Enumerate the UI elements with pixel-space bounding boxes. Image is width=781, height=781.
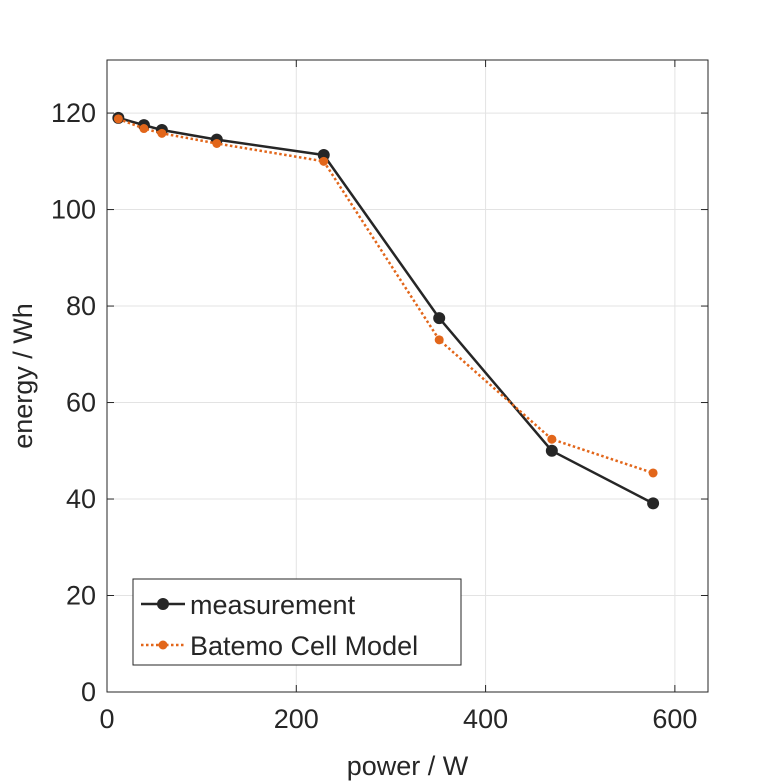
y-tick-label: 80 <box>66 291 96 321</box>
data-point-batemo-cell-model <box>547 434 557 444</box>
y-tick-label: 120 <box>51 98 96 128</box>
legend-label-batemo: Batemo Cell Model <box>190 631 418 661</box>
y-axis-label: energy / Wh <box>8 303 38 449</box>
legend-swatch-marker-measurement <box>157 598 169 610</box>
data-point-batemo-cell-model <box>113 114 123 124</box>
y-tick-label: 40 <box>66 484 96 514</box>
data-point-batemo-cell-model <box>434 335 444 345</box>
series-group <box>112 111 660 510</box>
x-tick-label: 600 <box>652 704 697 734</box>
legend[interactable]: measurement Batemo Cell Model <box>132 578 462 666</box>
x-axis-label: power / W <box>347 751 469 781</box>
data-point-measurement <box>545 444 558 457</box>
legend-swatch-marker-batemo <box>158 640 168 650</box>
x-tick-label: 400 <box>463 704 508 734</box>
x-tick-label: 200 <box>274 704 319 734</box>
data-point-batemo-cell-model <box>648 468 658 478</box>
y-tick-label: 20 <box>66 581 96 611</box>
y-tick-label: 60 <box>66 388 96 418</box>
legend-box <box>132 578 462 666</box>
data-point-batemo-cell-model <box>157 128 167 138</box>
data-point-batemo-cell-model <box>319 156 329 166</box>
y-tick-label: 0 <box>81 677 96 707</box>
axis-ticks: 0 200 400 600 0 20 40 60 80 100 120 <box>51 60 708 734</box>
data-point-measurement <box>433 312 446 325</box>
x-tick-label: 0 <box>99 704 114 734</box>
y-tick-label: 100 <box>51 195 96 225</box>
data-point-measurement <box>647 497 660 510</box>
plot-frame <box>106 59 709 693</box>
data-point-batemo-cell-model <box>139 124 149 134</box>
legend-label-measurement: measurement <box>190 590 356 620</box>
data-point-batemo-cell-model <box>212 138 222 148</box>
